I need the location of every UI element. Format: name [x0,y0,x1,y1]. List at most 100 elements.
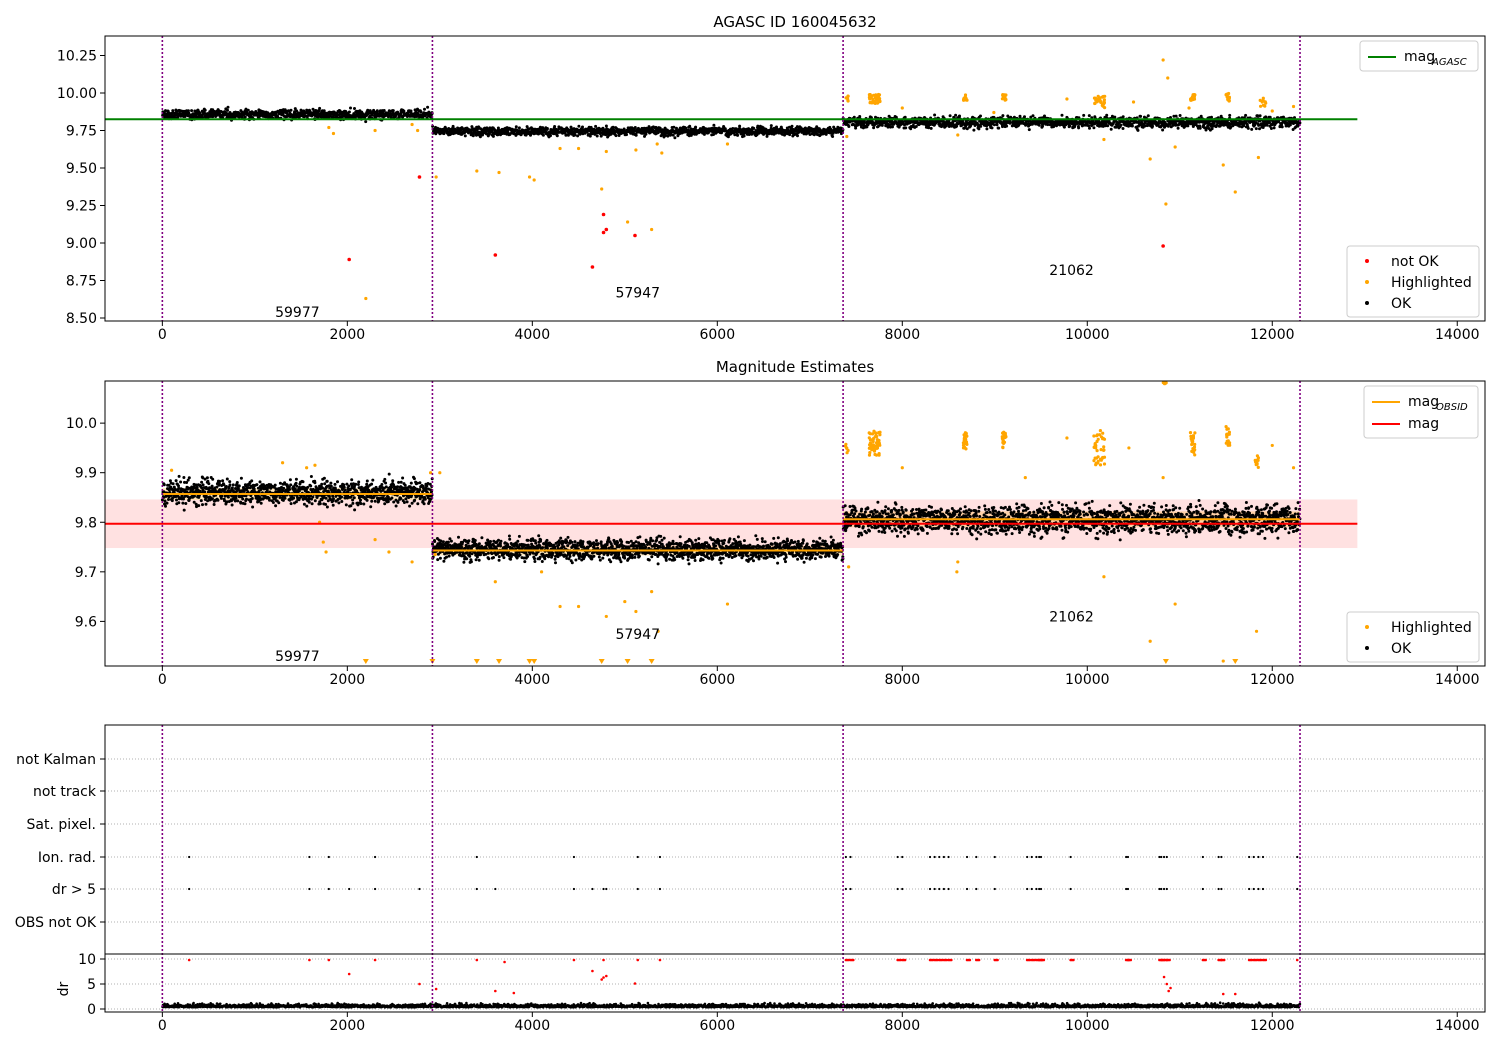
ok-point [847,125,851,128]
ok-point [1087,114,1091,118]
ok-point [383,502,387,506]
highlighted-point [497,170,501,175]
ok-point [318,106,322,110]
ok-point [164,504,167,508]
ok-point [979,124,983,128]
ok-point [323,482,327,486]
ok-point [224,485,228,488]
ok-point [688,124,692,128]
ok-point [1186,124,1190,128]
x-tick-label: 2000 [330,327,366,343]
highlighted-point [1102,137,1106,142]
ok-point [1023,115,1026,119]
not-ok-point [493,253,498,257]
highlighted-point [1260,100,1264,104]
ok-point [274,504,278,508]
ok-point [365,498,369,502]
ok-point [463,134,467,138]
ok-point [413,498,417,502]
ok-point [1068,124,1072,128]
ok-point [177,501,181,505]
ok-point [317,109,321,113]
ok-point [201,483,205,487]
ok-point [914,125,918,128]
ok-point [549,134,552,138]
ok-point [402,109,406,113]
ok-point [553,125,557,128]
ok-point [625,133,628,137]
obsid-label: 21062 [1049,263,1094,279]
not-ok-point [1161,244,1165,248]
ok-point [1288,123,1292,127]
highlighted-point [1065,97,1069,101]
ok-point [310,502,314,506]
highlighted-point [532,178,536,182]
highlighted-point [1227,99,1231,103]
legend-label: not OK [1391,254,1439,270]
ok-point [383,477,387,481]
ok-point [320,482,324,486]
highlighted-point [1173,145,1177,149]
ok-point [190,109,194,113]
ok-point [1176,126,1180,130]
ok-point [288,487,292,491]
ok-point [181,501,185,505]
x-tick-label: 4000 [514,327,550,343]
ok-point [230,486,234,490]
ok-point [331,503,335,507]
ok-point [288,478,292,482]
ok-point [1105,113,1109,117]
highlighted-point [625,220,630,224]
ok-point [162,483,166,487]
ok-point [1037,123,1041,127]
ok-point [769,124,773,128]
ok-point [186,109,190,113]
y-tick-label: 10.00 [57,86,97,102]
ok-point [228,480,232,484]
ok-point [201,503,204,507]
not-ok-point [417,175,422,179]
highlighted-point [845,134,849,139]
ok-point [230,503,234,507]
ok-point [1265,123,1269,127]
ok-point [325,505,329,509]
ok-point [1246,126,1250,130]
ok-point [979,114,982,118]
ok-point [347,484,351,488]
ok-point [694,125,698,129]
highlighted-point [1161,58,1165,62]
ok-point [368,109,372,113]
ok-point [396,485,400,489]
ok-point [283,108,287,112]
ok-point [283,496,287,500]
highlighted-point [600,187,604,191]
highlighted-point [373,128,377,133]
ok-point [203,490,207,494]
ok-point [1060,113,1064,117]
ok-point [517,126,521,130]
ok-point [311,495,315,499]
ok-point [1254,127,1258,131]
ok-point [594,124,598,128]
ok-point [1178,114,1182,117]
ok-point [403,483,407,487]
highlighted-point [655,142,659,146]
ok-point [736,133,740,137]
ok-point [295,484,299,488]
highlighted-point [1191,96,1196,100]
ok-point [332,115,336,119]
ok-point [423,107,426,111]
ok-point [408,504,412,508]
ok-point [177,474,181,478]
ok-point [1139,114,1143,118]
ok-point [362,502,366,506]
ok-point [1198,126,1202,130]
ok-point [1113,115,1117,119]
ok-point [673,136,677,140]
ok-point [545,127,549,130]
ok-point [891,125,894,129]
ok-point [236,499,240,503]
ok-point [342,483,346,487]
ok-point [222,483,226,487]
